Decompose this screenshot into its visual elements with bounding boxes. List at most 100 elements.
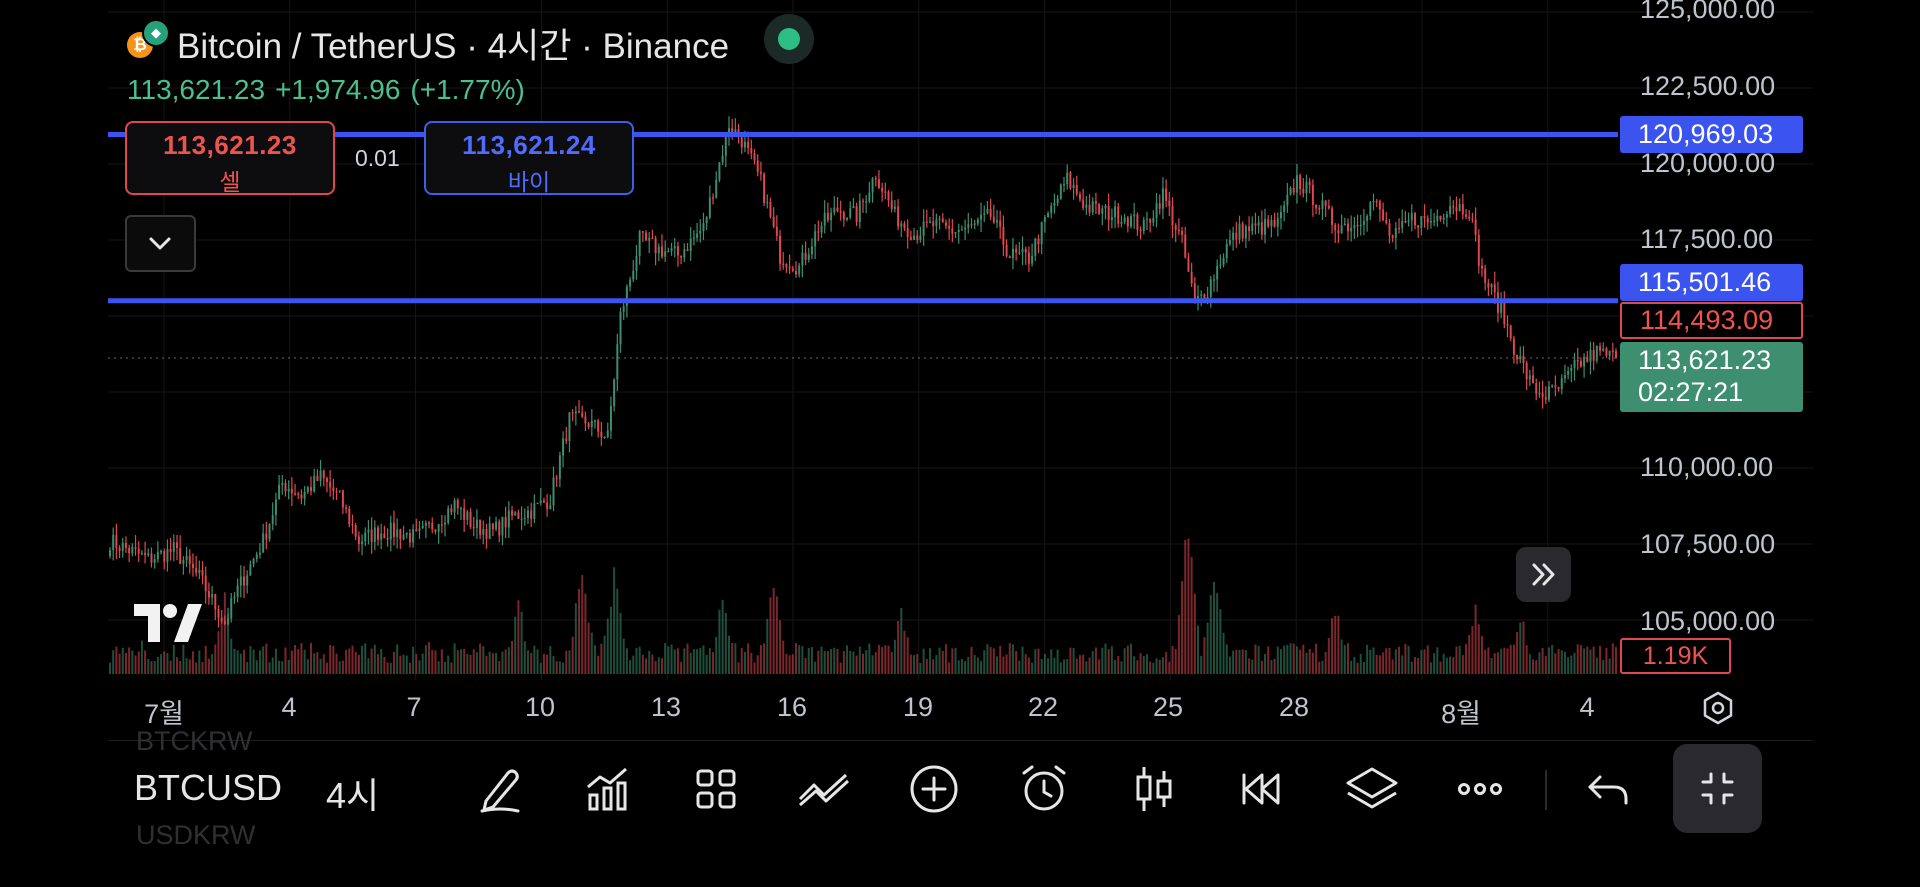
candle-body (1008, 256, 1011, 259)
candle-body (1586, 356, 1589, 362)
candle-body (370, 529, 373, 542)
candle-body (1212, 279, 1215, 281)
volume-bar (1382, 652, 1385, 674)
candle-body (1168, 200, 1171, 207)
volume-bar (753, 662, 756, 674)
volume-bar (721, 599, 724, 674)
candle-body (1302, 189, 1305, 194)
candle-body (1608, 350, 1611, 356)
volume-bar (428, 642, 431, 674)
volume-bar (1177, 614, 1180, 674)
volume-bar (1114, 659, 1117, 674)
volume-bar (348, 648, 351, 674)
symbol-selector[interactable]: BTCUSD (134, 767, 283, 808)
candle-body (255, 554, 258, 560)
exit-fullscreen-button[interactable] (1673, 744, 1762, 833)
candle-body (227, 618, 230, 625)
candle-body (265, 533, 268, 540)
volume-bar (1343, 645, 1346, 674)
candle-body (1442, 217, 1445, 220)
candle-body (1267, 219, 1270, 227)
candle-body (865, 201, 868, 203)
symbol-list-next[interactable]: USDKRW (136, 820, 256, 850)
candle-body (1516, 354, 1519, 360)
symbol-list-prev[interactable]: BTCKRW (136, 726, 253, 756)
candle-body (1276, 218, 1279, 227)
interval-selector[interactable]: 4시 (326, 775, 380, 816)
price-tick: 105,000.00 (1640, 606, 1776, 636)
volume-bar (1512, 644, 1515, 674)
candle-body (1592, 349, 1595, 361)
volume-bar (1589, 649, 1592, 674)
volume-bar (316, 652, 319, 674)
volume-bar (191, 651, 194, 674)
volume-bar (791, 654, 794, 674)
layout-icon[interactable] (688, 761, 744, 817)
more-icon[interactable] (1452, 761, 1508, 817)
candle-body (1305, 181, 1308, 194)
market-status-indicator[interactable] (764, 14, 814, 64)
candle-body (1222, 258, 1225, 265)
candle-body (590, 420, 593, 427)
add-icon[interactable] (906, 761, 962, 817)
candle-body (1181, 231, 1184, 235)
volume-bar (128, 647, 131, 674)
undo-icon[interactable] (1580, 761, 1636, 817)
order-quantity[interactable]: 0.01 (355, 145, 400, 171)
candle-body (258, 552, 261, 555)
replay-icon[interactable] (1234, 761, 1290, 817)
compare-icon[interactable] (796, 761, 852, 817)
volume-bar (392, 651, 395, 674)
candle-body (804, 252, 807, 260)
volume-bar (1346, 643, 1349, 674)
volume-bar (236, 650, 239, 674)
chart-panel[interactable] (108, 0, 1813, 740)
alert-icon[interactable] (1016, 761, 1072, 817)
candle-body (1477, 234, 1480, 266)
candle-body (750, 147, 753, 154)
candle-body (542, 500, 545, 503)
candle-body (1356, 225, 1359, 227)
collapse-trade-button[interactable] (125, 215, 196, 272)
candle-body (724, 133, 727, 156)
volume-bar (511, 641, 514, 674)
candle-body (118, 547, 121, 551)
volume-bar (1353, 656, 1356, 674)
buy-button[interactable]: 113,621.24 바이 (424, 121, 634, 195)
symbol-title[interactable]: Bitcoin / TetherUS · 4시간 · Binance (177, 27, 730, 66)
price-chart[interactable] (108, 0, 1813, 740)
volume-bar (453, 643, 456, 674)
volume-bar (514, 616, 517, 674)
candle-body (459, 508, 462, 510)
volume-bar (268, 662, 271, 674)
volume-bar (868, 643, 871, 674)
candle-body (399, 529, 402, 540)
candle-body (431, 523, 434, 530)
volume-bar (699, 648, 702, 674)
axis-settings-icon[interactable] (1700, 690, 1736, 726)
indicators-icon[interactable] (580, 761, 636, 817)
volume-bar (172, 644, 175, 674)
candle-body (699, 231, 702, 234)
candles-icon[interactable] (1126, 761, 1182, 817)
candle-body (249, 564, 252, 576)
candle-body (1500, 300, 1503, 313)
upper-line-label[interactable]: 120,969.03 (1620, 116, 1803, 153)
candle-body (1059, 184, 1062, 199)
candle-body (124, 542, 127, 548)
candle-body (1455, 207, 1458, 212)
volume-bar (1554, 653, 1557, 674)
layers-icon[interactable] (1344, 761, 1400, 817)
scroll-to-realtime-button[interactable] (1516, 547, 1571, 602)
sell-button[interactable]: 113,621.23 셀 (125, 121, 335, 195)
volume-bar (1455, 646, 1458, 674)
candle-body (1388, 223, 1391, 236)
volume-bar (900, 608, 903, 674)
volume-bar (1209, 594, 1212, 674)
volume-bar (300, 643, 303, 674)
volume-bar (1094, 647, 1097, 674)
volume-bar (728, 635, 730, 674)
lower-line-label[interactable]: 115,501.46 (1620, 264, 1803, 301)
volume-bar (654, 661, 657, 674)
draw-icon[interactable] (472, 761, 528, 817)
